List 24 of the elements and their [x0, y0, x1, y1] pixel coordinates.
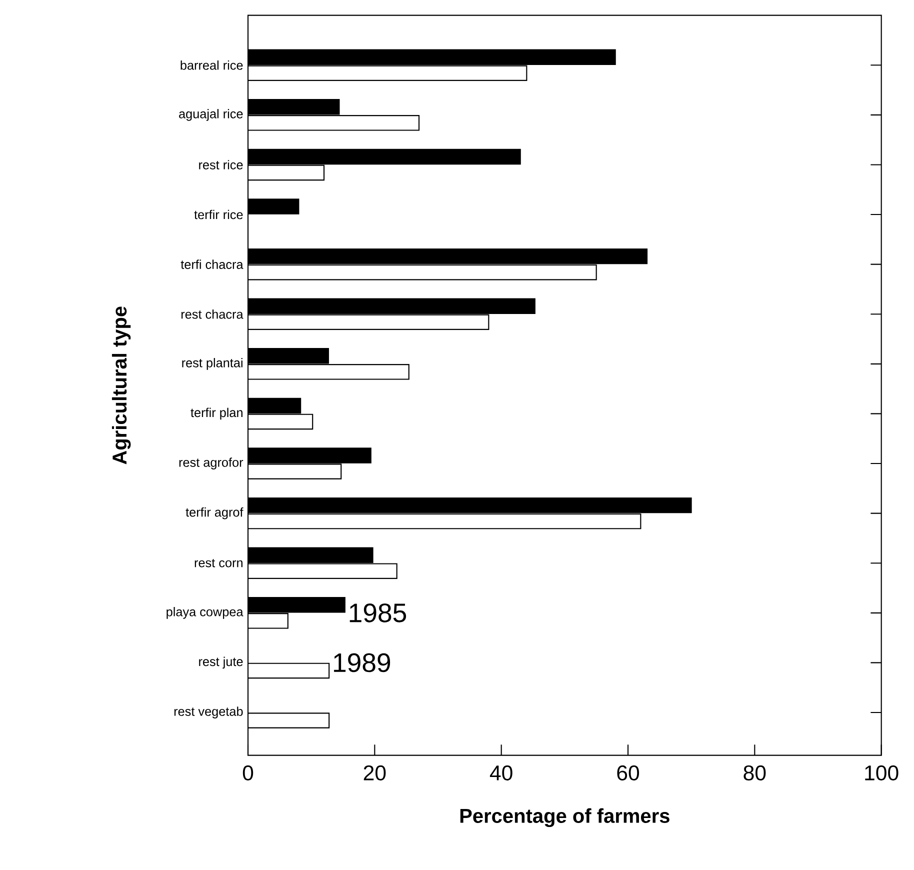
y-axis-title: Agricultural type — [112, 306, 131, 464]
y-tick-label: aguajal rice — [179, 109, 243, 121]
x-tick-label: 40 — [490, 765, 512, 780]
x-tick-label: 100 — [865, 765, 898, 780]
y-tick-label: terfi chacra — [180, 260, 244, 269]
y-tick-label: barreal rice — [180, 60, 243, 70]
x-tick-label: 20 — [364, 765, 386, 780]
y-tick-label: rest vegetab — [174, 706, 243, 718]
x-axis-title: Percentage of farmers — [460, 808, 670, 828]
y-tick-label: rest jute — [199, 656, 243, 669]
y-tick-label: rest agrofor — [179, 458, 244, 470]
x-tick-label: 80 — [744, 765, 766, 780]
y-tick-label: rest rice — [199, 160, 243, 170]
y-tick-label: rest corn — [194, 558, 242, 568]
y-tick-label: terfir rice — [194, 210, 243, 220]
annotation: 1989 — [334, 653, 390, 672]
x-tick-label: 60 — [617, 765, 640, 780]
x-tick-label: 0 — [242, 765, 254, 780]
y-tick-label: terfir plan — [190, 408, 242, 420]
y-tick-label: rest plantai — [182, 358, 242, 370]
y-tick-label: playa cowpea — [166, 607, 244, 619]
y-tick-label: terfir agrof — [186, 507, 244, 520]
y-tick-label: rest chacra — [181, 309, 244, 319]
annotation: 1985 — [350, 603, 406, 622]
